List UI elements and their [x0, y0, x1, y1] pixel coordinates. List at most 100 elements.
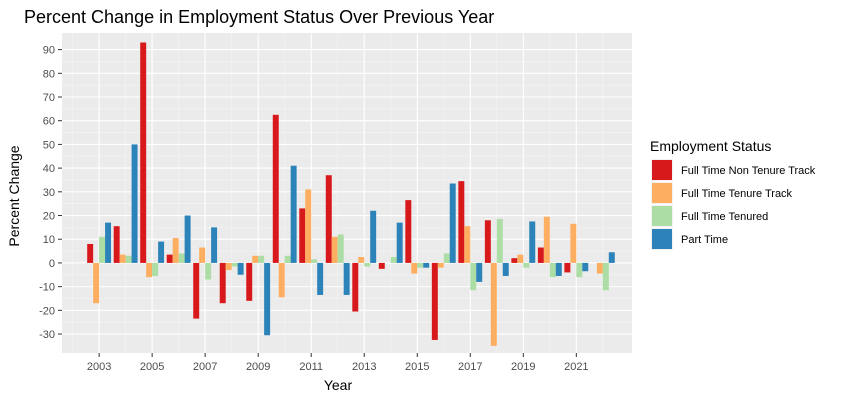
- legend-label: Full Time Tenured: [681, 211, 768, 223]
- bar: [511, 258, 518, 263]
- y-tick-label: -20: [39, 305, 55, 317]
- bar: [596, 262, 603, 274]
- x-tick-label: 2017: [458, 361, 482, 373]
- x-tick-label: 2007: [193, 361, 217, 373]
- y-tick-label: -30: [39, 329, 55, 341]
- y-axis-ticks: -30 -20 -10 0 10 20 30 40 50 60 70 80 90: [39, 45, 62, 341]
- bar: [225, 262, 232, 271]
- y-tick-label: 90: [43, 45, 55, 57]
- bar: [231, 262, 238, 267]
- bar: [152, 262, 159, 276]
- y-tick-label: 30: [43, 187, 55, 199]
- bar: [199, 247, 206, 263]
- bar: [458, 181, 465, 263]
- y-tick-label: 70: [43, 92, 55, 104]
- x-tick-label: 2021: [564, 361, 588, 373]
- bar: [113, 226, 120, 263]
- bar: [331, 236, 338, 263]
- bar: [211, 227, 218, 263]
- bar: [284, 255, 291, 263]
- bar: [131, 144, 138, 263]
- bar: [484, 220, 491, 263]
- bar: [370, 210, 377, 263]
- bar: [608, 252, 615, 263]
- x-tick-label: 2005: [140, 361, 164, 373]
- x-tick-label: 2011: [299, 361, 323, 373]
- bar: [490, 262, 497, 346]
- bar: [178, 253, 185, 263]
- bar: [140, 42, 147, 263]
- bar: [564, 262, 571, 273]
- bar: [343, 262, 350, 295]
- bar: [166, 254, 173, 263]
- plot-panel: [62, 33, 632, 353]
- bar: [523, 262, 530, 268]
- bar: [502, 262, 509, 276]
- bar: [264, 262, 271, 336]
- x-tick-label: 2009: [246, 361, 270, 373]
- bar: [252, 255, 259, 263]
- bar: [582, 262, 589, 272]
- bar: [470, 262, 477, 291]
- legend-label: Full Time Non Tenure Track: [681, 165, 816, 177]
- bar: [570, 223, 577, 263]
- bar: [105, 222, 112, 263]
- legend-label: Part Time: [681, 234, 728, 246]
- bar: [537, 247, 544, 263]
- bar: [405, 200, 412, 263]
- bar: [543, 216, 550, 263]
- legend-swatch: [652, 160, 672, 180]
- bar: [449, 183, 456, 263]
- bar: [311, 259, 318, 263]
- bar: [358, 257, 365, 263]
- bar: [299, 208, 306, 263]
- bar: [237, 262, 244, 275]
- x-tick-label: 2003: [87, 361, 111, 373]
- bar: [193, 262, 200, 319]
- bar: [119, 254, 126, 263]
- bar: [443, 253, 450, 263]
- y-tick-label: 80: [43, 68, 55, 80]
- y-tick-label: 10: [43, 234, 55, 246]
- legend-swatch: [652, 206, 672, 226]
- chart-title: Percent Change in Employment Status Over…: [24, 7, 494, 27]
- bar: [411, 262, 418, 274]
- bar: [219, 262, 226, 304]
- y-tick-label: 0: [49, 258, 55, 270]
- bar: [290, 165, 297, 263]
- bar: [325, 175, 332, 263]
- bar: [390, 257, 397, 263]
- bar: [158, 241, 165, 263]
- bar: [205, 262, 212, 280]
- bar: [87, 243, 94, 263]
- bar: [476, 262, 483, 282]
- bar: [378, 262, 385, 269]
- bar: [352, 262, 359, 312]
- bar: [549, 262, 556, 278]
- bar: [246, 262, 253, 301]
- bar: [99, 236, 106, 263]
- x-tick-label: 2019: [511, 361, 535, 373]
- panel-background: [62, 33, 632, 353]
- bar: [464, 226, 471, 263]
- legend-label: Full Time Tenure Track: [681, 188, 793, 200]
- bar: [258, 255, 265, 263]
- bar: [305, 189, 312, 263]
- bar: [317, 262, 324, 295]
- bar: [602, 262, 609, 291]
- bar: [272, 114, 279, 263]
- bar: [172, 238, 179, 263]
- bar: [517, 254, 524, 263]
- x-axis-title: Year: [324, 377, 353, 393]
- y-tick-label: 40: [43, 163, 55, 175]
- bar: [337, 234, 344, 263]
- bar: [278, 262, 285, 298]
- bar: [396, 222, 403, 263]
- y-tick-label: 20: [43, 211, 55, 223]
- bar: [431, 262, 438, 340]
- bar: [496, 219, 503, 263]
- bar: [437, 262, 444, 268]
- x-tick-label: 2015: [405, 361, 429, 373]
- legend-title: Employment Status: [650, 138, 771, 154]
